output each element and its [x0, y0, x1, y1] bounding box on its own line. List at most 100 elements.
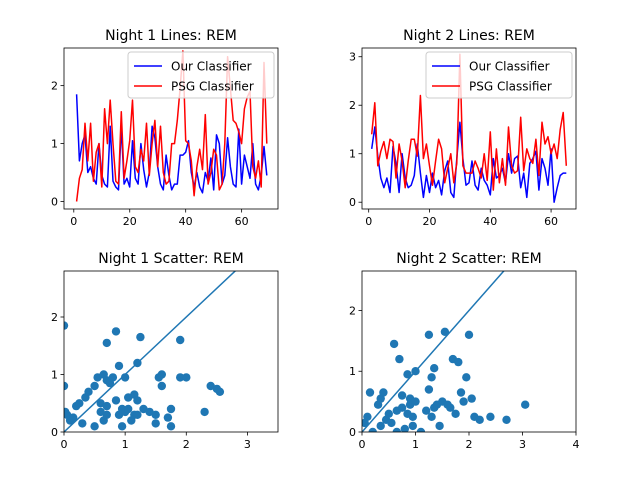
x-tick-label: 3 [244, 438, 251, 451]
y-tick-label: 2 [349, 304, 356, 317]
plot-area [64, 271, 237, 432]
data-point [114, 361, 124, 371]
data-point [84, 387, 93, 396]
legend-box [127, 51, 275, 99]
data-point [90, 381, 99, 391]
data-point [435, 421, 444, 431]
data-point [467, 394, 476, 403]
data-point [408, 421, 417, 431]
legend: Our Classifier PSG Classifier [425, 51, 573, 99]
legend-label: PSG Classifier [171, 80, 254, 94]
data-point [136, 332, 145, 342]
series-line-psg-classifier [75, 50, 268, 202]
data-point [365, 388, 375, 397]
data-point [64, 321, 69, 330]
plot-area [362, 271, 530, 432]
x-tick-label: 2 [466, 438, 473, 451]
x-tick-label: 20 [422, 215, 436, 228]
y-tick-label: 0 [51, 426, 58, 439]
data-point [108, 373, 118, 382]
data-point [456, 388, 466, 397]
data-point [200, 407, 209, 417]
data-point [133, 410, 142, 419]
data-point [486, 412, 495, 421]
data-point [111, 327, 121, 336]
data-point [384, 409, 393, 418]
x-tick-label: 2 [183, 438, 190, 451]
data-point [176, 335, 185, 345]
data-point [424, 330, 434, 339]
data-point [166, 404, 176, 414]
data-point [111, 396, 121, 405]
series-line-psg-classifier [370, 53, 568, 191]
data-point [454, 357, 463, 367]
x-tick-label: 1 [122, 438, 129, 451]
x-tick-label: 4 [573, 438, 580, 451]
data-point [430, 364, 439, 373]
y-tick-label: 2 [349, 99, 356, 112]
data-point [459, 397, 468, 406]
data-point [368, 427, 377, 432]
night1-lines-panel: Night 1 Lines: REM 0 20 40 60 0 1 2 Our Classif… [51, 28, 279, 228]
data-point [102, 401, 112, 411]
data-point [440, 327, 450, 336]
data-point [166, 422, 176, 431]
reference-line [64, 271, 237, 432]
chart-title: Night 1 Lines: REM [105, 28, 237, 44]
data-point [411, 367, 420, 376]
legend-label: Our Classifier [469, 60, 550, 74]
data-point [408, 412, 417, 421]
data-point [163, 413, 173, 422]
data-point [157, 381, 166, 391]
data-point [424, 385, 434, 394]
data-point [395, 354, 404, 364]
y-tick-label: 2 [51, 80, 58, 93]
night1-scatter-panel: Night 1 Scatter: REM 0 1 2 3 0 1 2 [51, 251, 279, 451]
x-tick-label: 40 [179, 215, 193, 228]
data-point [215, 387, 225, 396]
y-tick-label: 1 [51, 369, 58, 382]
night2-lines-panel: Night 2 Lines: REM 0 20 40 60 0 1 2 3 Our Classi… [349, 28, 577, 228]
data-point [379, 388, 388, 397]
data-point [400, 424, 409, 432]
night2-scatter-panel: Night 2 Scatter: REM 0 1 2 3 4 0 1 2 [349, 251, 580, 451]
x-tick-label: 20 [123, 215, 137, 228]
data-point [451, 409, 460, 418]
y-tick-label: 0 [51, 195, 58, 208]
data-point [387, 418, 396, 428]
data-point [376, 421, 385, 431]
chart-title: Night 2 Lines: REM [403, 28, 535, 44]
axes-frame [63, 270, 279, 433]
legend: Our Classifier PSG Classifier [127, 51, 275, 99]
data-point [102, 338, 112, 348]
x-tick-label: 0 [365, 215, 372, 228]
x-tick-label: 0 [70, 215, 77, 228]
y-tick-label: 2 [51, 311, 58, 324]
data-point [120, 373, 130, 382]
x-tick-label: 60 [544, 215, 558, 228]
data-point [397, 391, 407, 400]
data-point [176, 373, 185, 382]
series-line-our-classifier [75, 94, 268, 194]
data-point [446, 403, 455, 412]
data-point [133, 358, 142, 368]
chart-title: Night 2 Scatter: REM [396, 251, 542, 267]
data-point [392, 427, 401, 432]
y-tick-label: 1 [51, 138, 58, 151]
data-point [521, 400, 530, 409]
data-point [69, 413, 78, 422]
y-tick-label: 1 [349, 365, 356, 378]
data-point [64, 381, 69, 391]
chart-title: Night 1 Scatter: REM [98, 251, 244, 267]
data-point [75, 399, 84, 408]
x-tick-label: 1 [412, 438, 419, 451]
data-point [78, 419, 87, 428]
data-point [403, 370, 412, 379]
data-point [502, 415, 511, 424]
axes-frame [361, 47, 577, 210]
data-point [363, 412, 372, 421]
data-point [133, 396, 142, 405]
x-tick-label: 60 [235, 215, 249, 228]
data-point [462, 373, 471, 382]
data-point [464, 330, 474, 339]
